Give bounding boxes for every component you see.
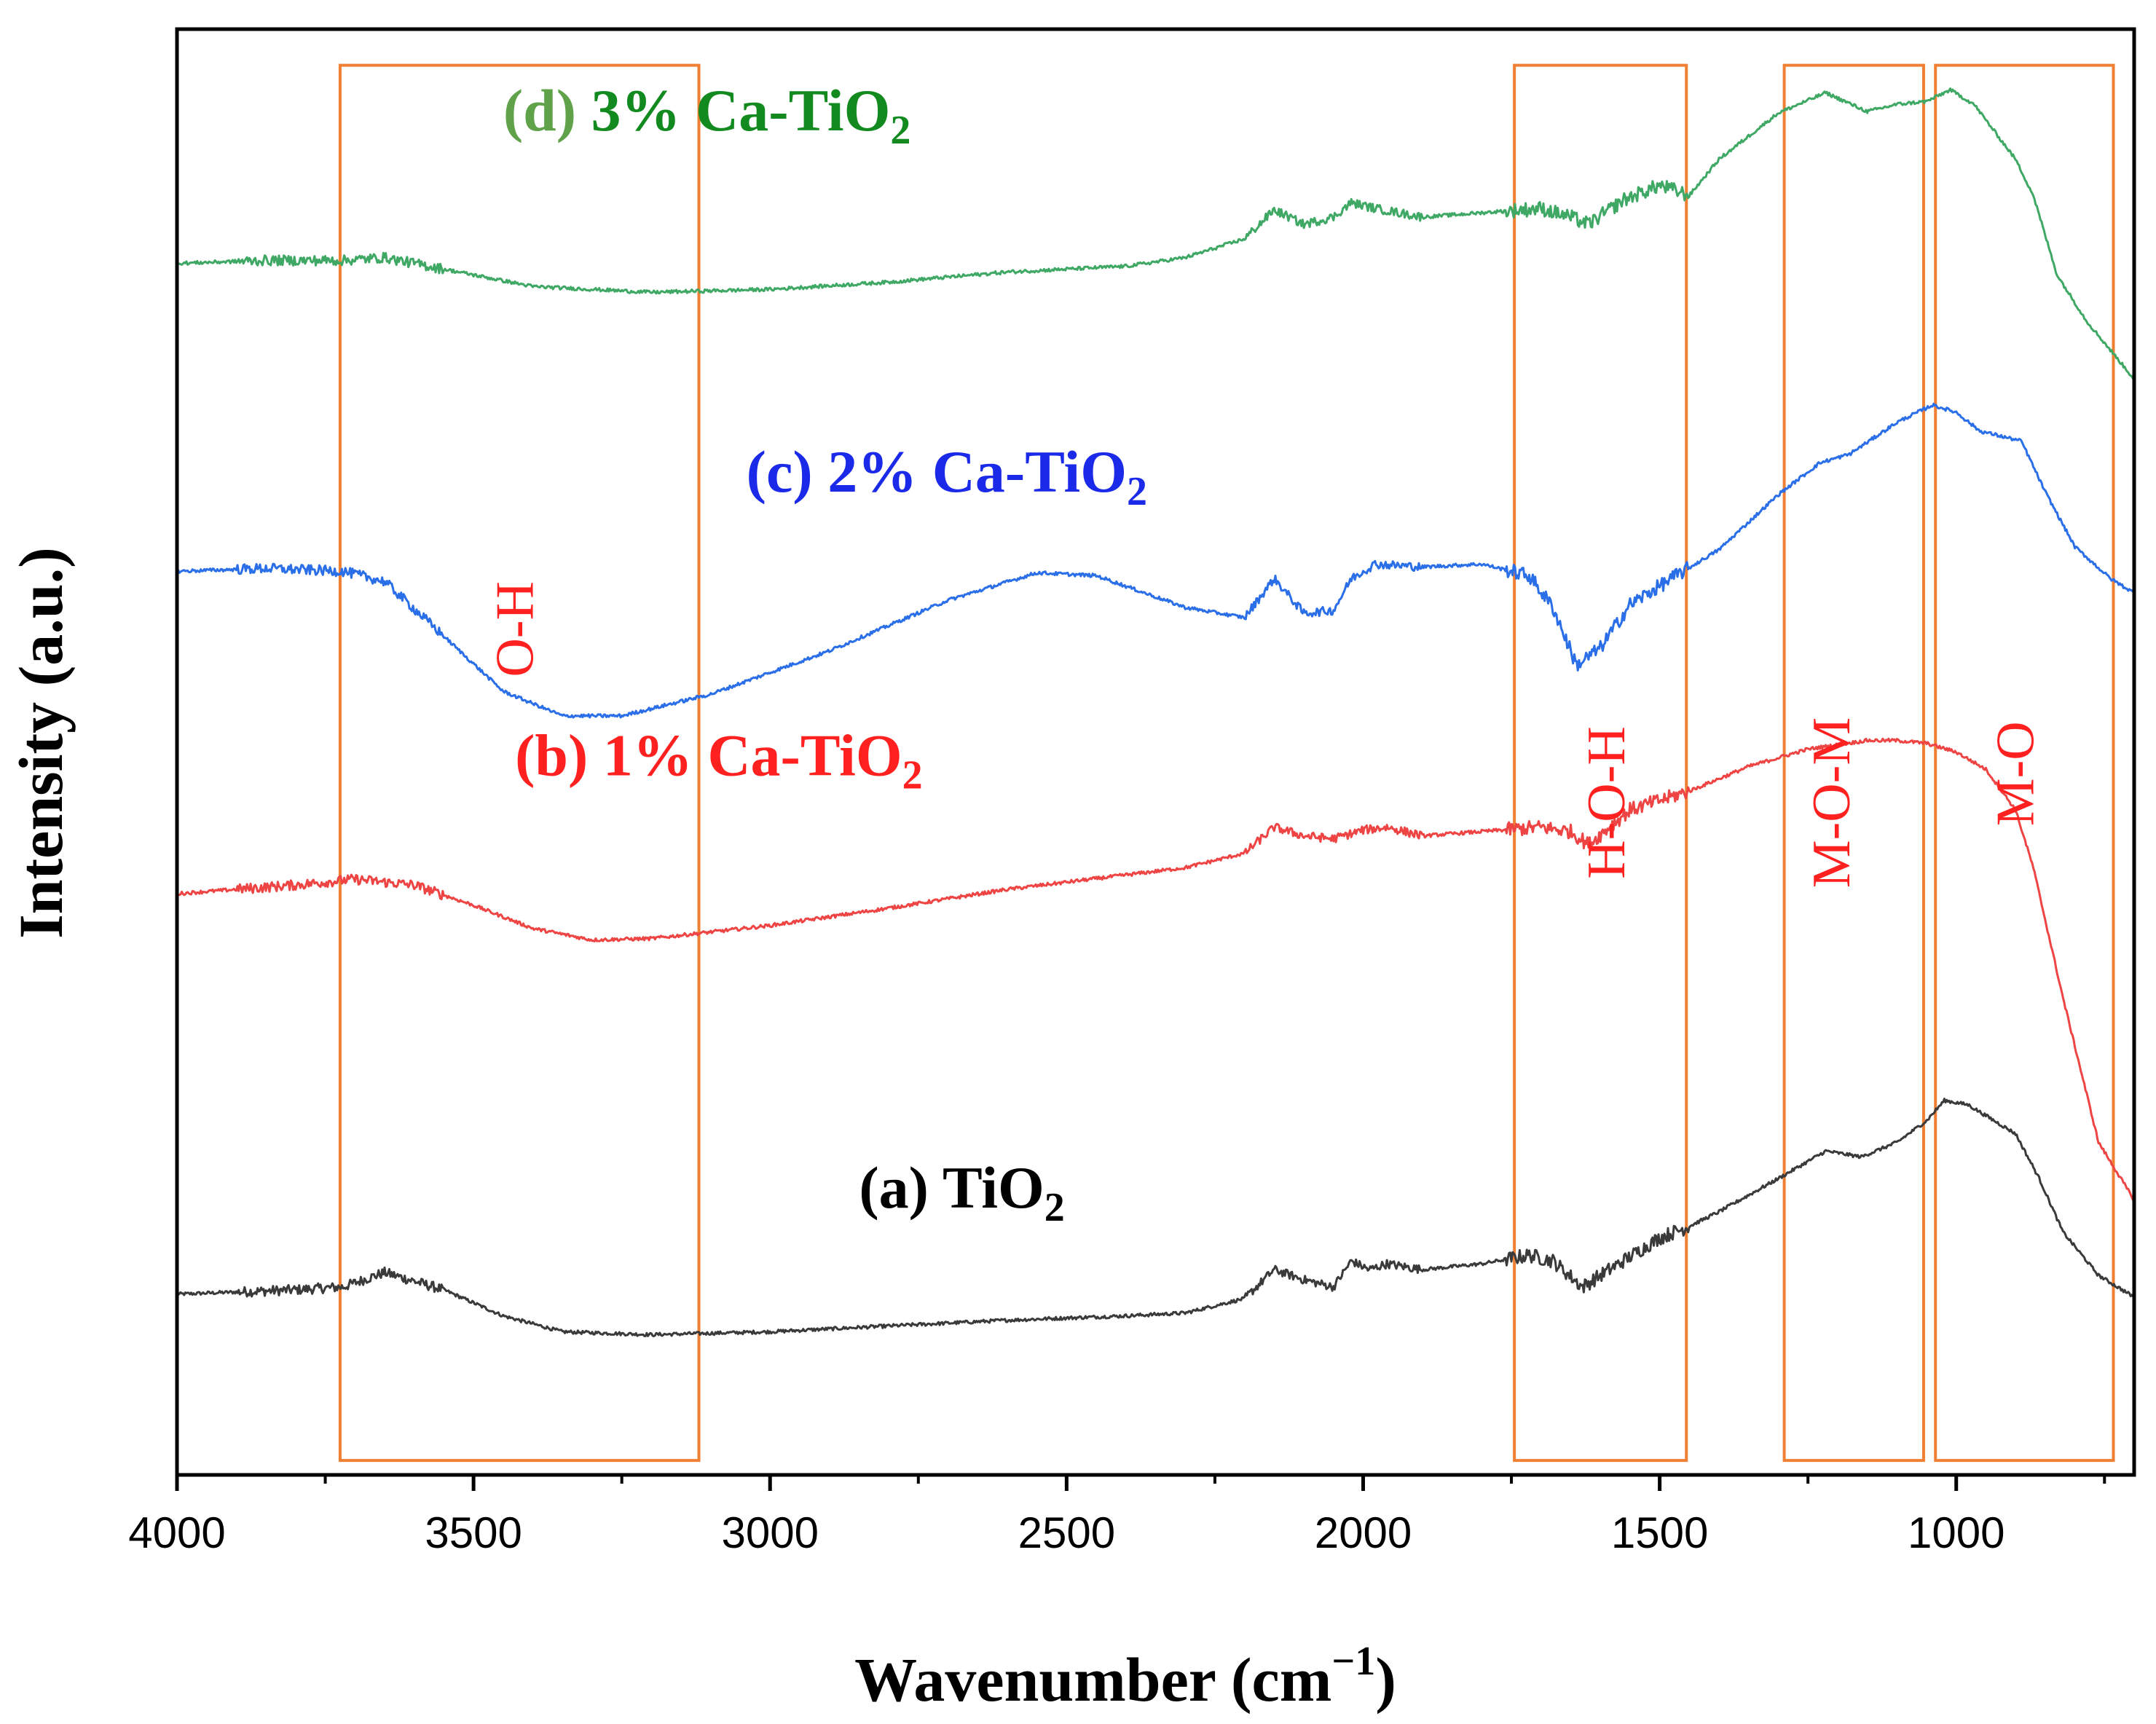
series-label-subscript: 2 bbox=[902, 752, 923, 798]
band-label-m-o-m: M-O-M bbox=[1802, 717, 1862, 888]
series-label-prefix: (a) bbox=[859, 1154, 943, 1221]
series-lines bbox=[176, 87, 2135, 1337]
band-label-m-o: M-O bbox=[1986, 721, 2046, 826]
x-axis-title-main: Wavenumber (cm bbox=[854, 1645, 1331, 1715]
series-label-name: 2% Ca-TiO bbox=[827, 438, 1127, 505]
series-label-prefix: (c) bbox=[747, 438, 828, 505]
series-label-name: TiO bbox=[943, 1154, 1044, 1221]
series-line-d bbox=[176, 87, 2135, 381]
band-regions bbox=[338, 63, 2115, 1463]
x-tick-label: 3500 bbox=[425, 1508, 522, 1557]
band-region-m-o bbox=[1934, 63, 2115, 1463]
series-label-name: 1% Ca-TiO bbox=[603, 722, 902, 788]
x-axis-title: Wavenumber (cm−1) bbox=[854, 1639, 1396, 1715]
series-label-prefix: (b) bbox=[515, 722, 603, 788]
series-label-a: (a) TiO2 bbox=[859, 1154, 1064, 1230]
plot-frame bbox=[175, 27, 2136, 1477]
band-label-h-o-h: H-O-H bbox=[1577, 726, 1637, 879]
x-axis-ticks: 4000 3500 3000 2500 2000 1500 1000 bbox=[128, 1475, 2106, 1557]
x-tick-label: 2500 bbox=[1018, 1508, 1115, 1557]
series-label-b: (b) 1% Ca-TiO2 bbox=[515, 722, 923, 798]
x-tick-label: 1000 bbox=[1908, 1508, 2004, 1557]
x-tick-label: 3000 bbox=[722, 1508, 819, 1557]
band-region-o-h bbox=[338, 63, 701, 1463]
series-label-name: 3% Ca-TiO bbox=[591, 77, 891, 143]
series-label-subscript: 2 bbox=[1044, 1185, 1065, 1230]
x-tick-label: 1500 bbox=[1611, 1508, 1708, 1557]
x-axis-title-sup: −1 bbox=[1331, 1639, 1375, 1684]
series-label-prefix: (d) bbox=[503, 77, 591, 143]
band-region-h-o-h bbox=[1513, 63, 1688, 1463]
series-label-c: (c) 2% Ca-TiO2 bbox=[747, 438, 1147, 514]
series-line-a bbox=[176, 1098, 2135, 1337]
band-region-m-o-m bbox=[1782, 63, 1925, 1463]
series-line-b bbox=[176, 737, 2135, 1202]
band-label-o-h: O-H bbox=[486, 581, 546, 677]
series-label-subscript: 2 bbox=[890, 108, 910, 153]
series-label-d: (d) 3% Ca-TiO2 bbox=[503, 77, 911, 153]
series-line-c bbox=[176, 402, 2135, 719]
x-tick-label: 2000 bbox=[1315, 1508, 1412, 1557]
series-label-subscript: 2 bbox=[1127, 469, 1147, 514]
y-axis-title: Intensity (a.u.) bbox=[6, 547, 76, 939]
x-axis-title-close: ) bbox=[1375, 1645, 1396, 1715]
annotations: (a) TiO2(b) 1% Ca-TiO2(c) 2% Ca-TiO2(d) … bbox=[486, 77, 2046, 1230]
x-tick-label: 4000 bbox=[128, 1508, 225, 1557]
